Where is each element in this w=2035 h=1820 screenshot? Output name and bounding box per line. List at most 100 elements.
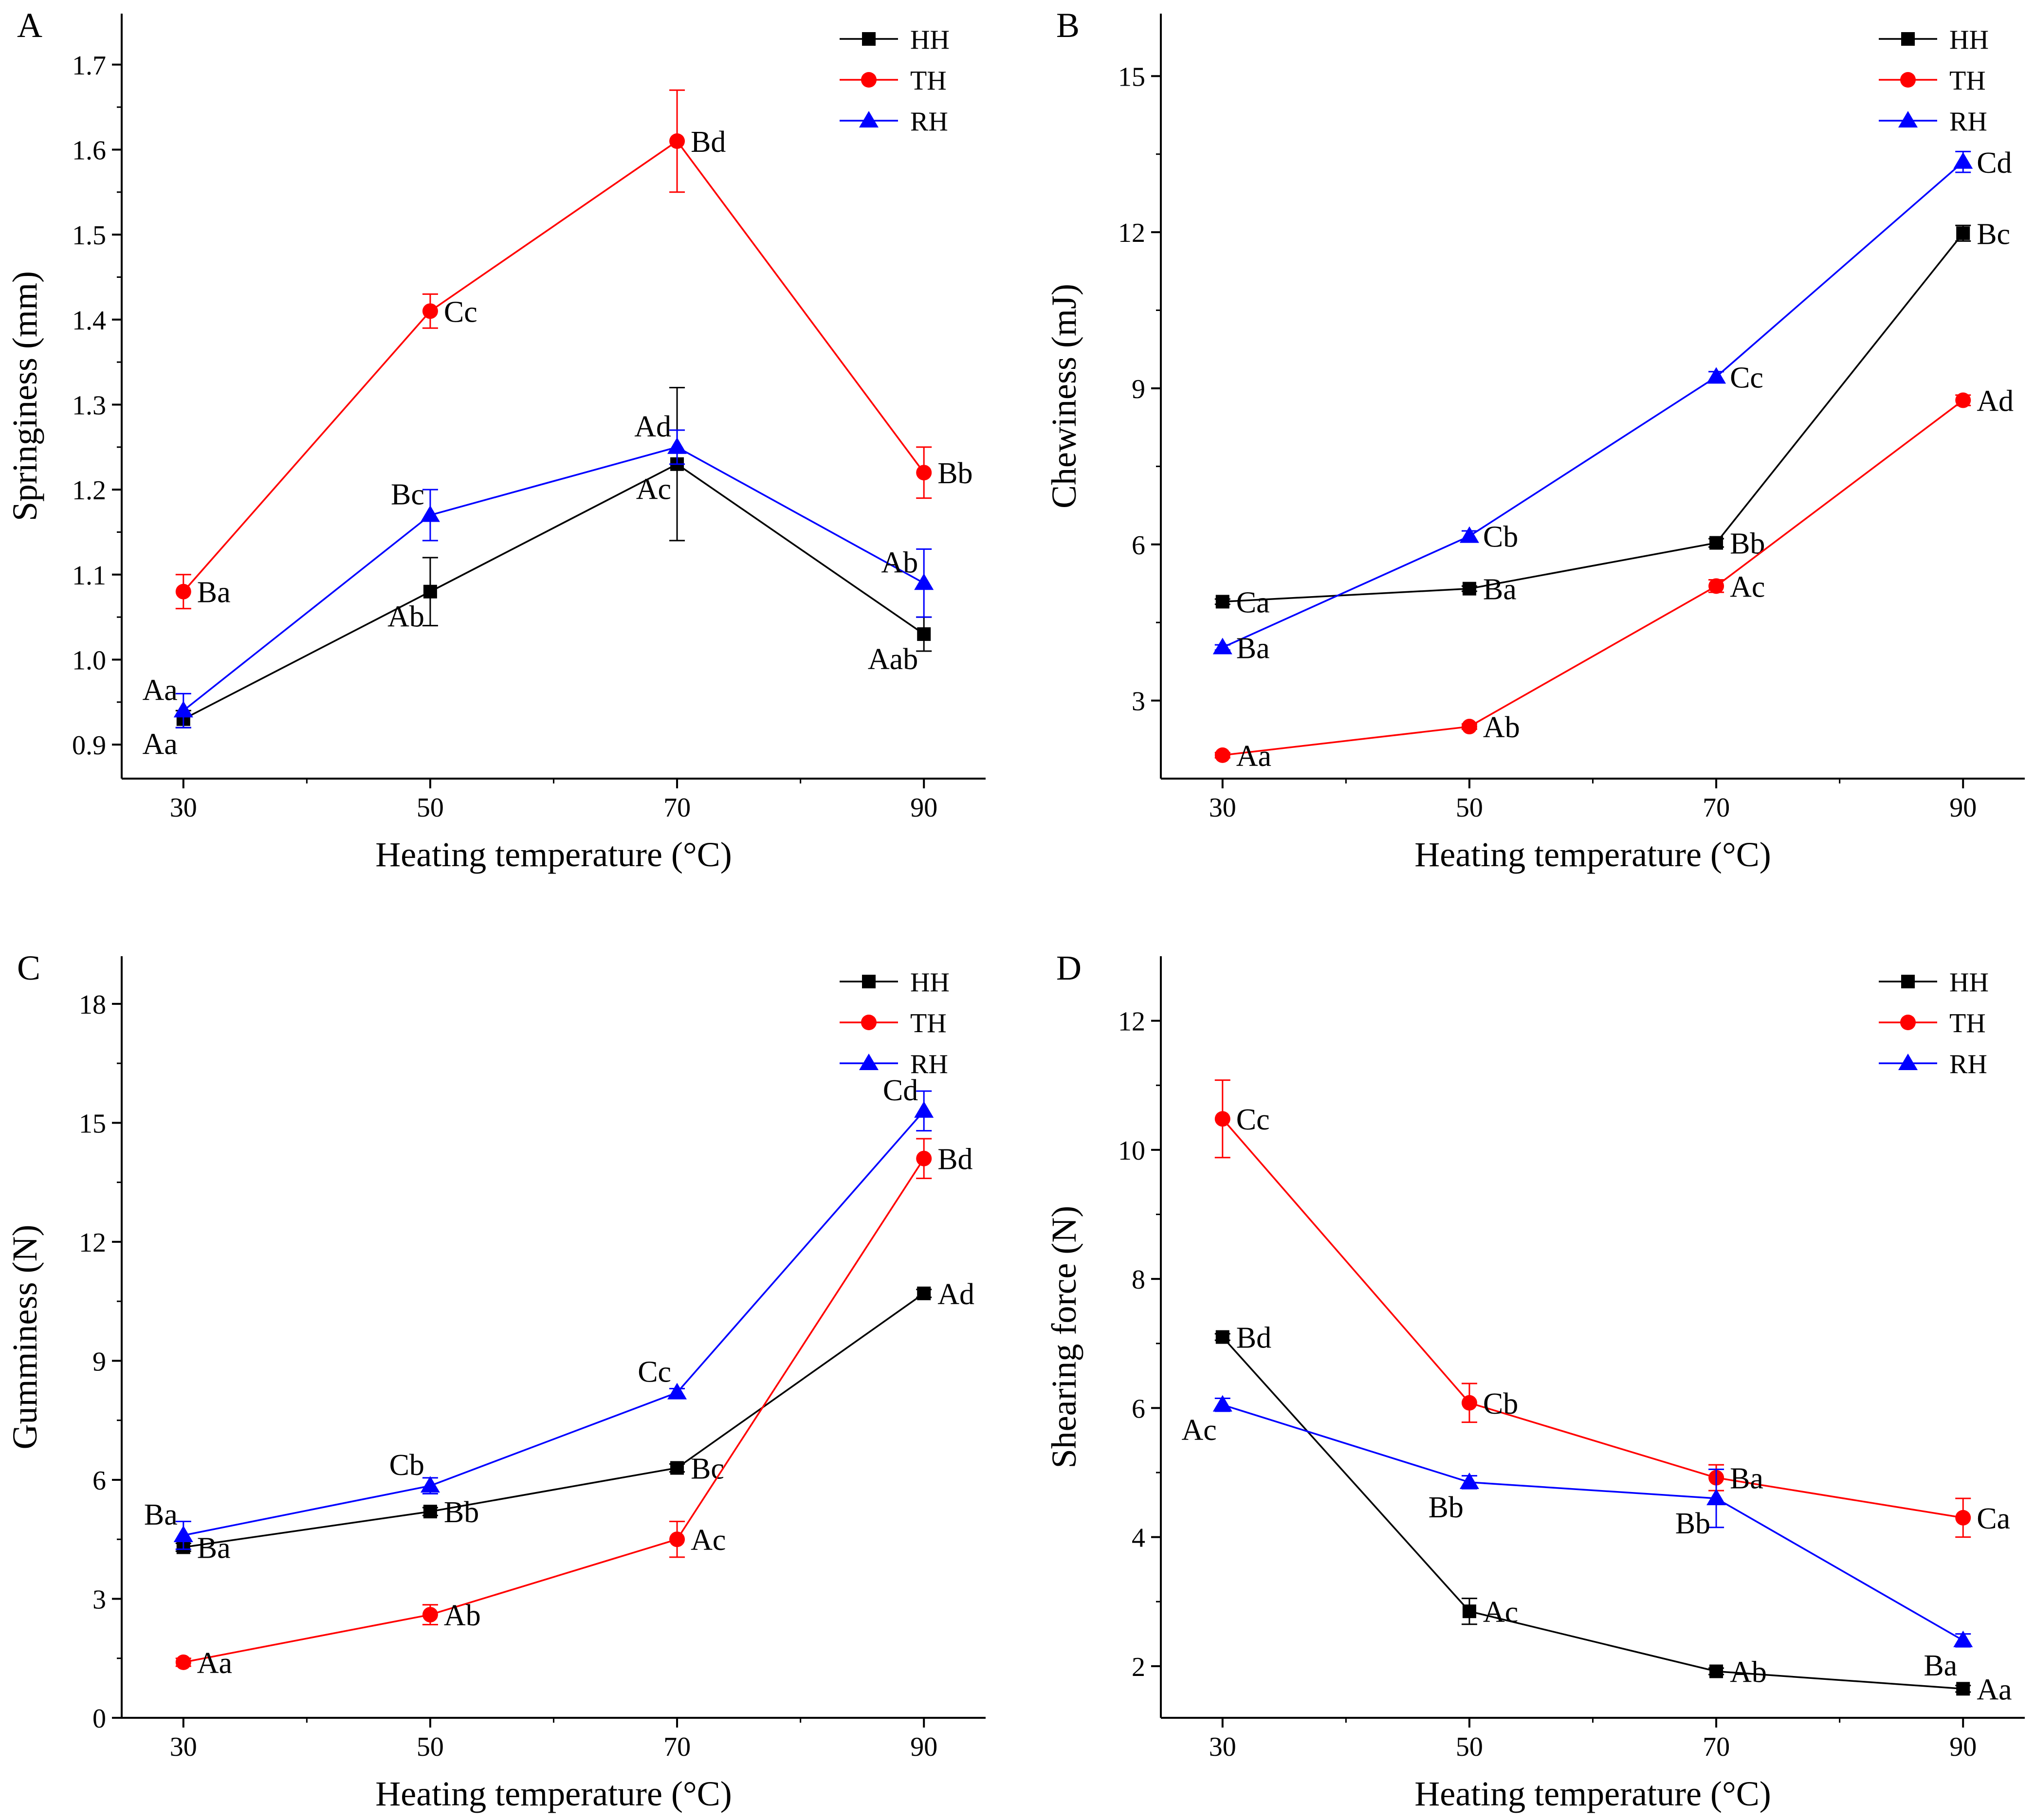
y-tick-label: 2 — [1132, 1652, 1145, 1682]
x-tick-label: 90 — [1949, 1732, 1977, 1762]
series-line — [183, 463, 925, 720]
series-line — [1222, 400, 1964, 756]
x-tick-label: 30 — [170, 793, 197, 823]
data-point — [917, 627, 931, 641]
significance-label: Ac — [636, 473, 671, 506]
significance-label: Bd — [691, 126, 726, 159]
series-th: Ba Cc Bd Bb — [175, 89, 973, 610]
series-line — [1222, 161, 1964, 649]
significance-label: Cc — [444, 295, 477, 328]
y-tick-label: 12 — [1118, 218, 1145, 248]
significance-label: Bd — [937, 1143, 972, 1176]
series-th: Cc Cb Ba Ca — [1214, 1079, 2010, 1538]
series-rh: Ba Cb Cc Cd — [1212, 146, 2012, 665]
legend-item: RH — [1879, 1049, 1987, 1079]
data-point — [1461, 1395, 1477, 1411]
x-tick-label: 50 — [417, 793, 444, 823]
significance-label: Bc — [1977, 218, 2010, 251]
significance-label: Aa — [1977, 1673, 2012, 1706]
y-tick-label: 18 — [79, 990, 106, 1020]
significance-label: Ca — [1236, 586, 1270, 619]
legend-label: HH — [910, 25, 950, 55]
series-rh: Aa Bc Ad Ab — [142, 410, 934, 728]
x-tick-label: 30 — [1209, 1732, 1236, 1762]
y-axis-title: Shearing force (N) — [1045, 1206, 1083, 1469]
y-tick-label: 6 — [92, 1466, 106, 1496]
series-th: Aa Ab Ac Ad — [1214, 385, 2014, 773]
significance-label: Cc — [638, 1356, 671, 1389]
x-tick-label: 90 — [910, 793, 937, 823]
data-point — [175, 1654, 191, 1670]
significance-label: Bb — [1730, 528, 1765, 561]
legend-item: RH — [840, 107, 948, 137]
significance-label: Ba — [1483, 573, 1517, 606]
significance-label: Cd — [1977, 146, 2012, 180]
series-line — [1222, 1404, 1964, 1641]
panel-b: B 3 6 9 12 15 30 50 70 90 Heating temperature (°C)… — [1045, 6, 2025, 874]
x-tick-label: 70 — [1703, 1732, 1730, 1762]
y-tick-label: 6 — [1132, 1394, 1145, 1424]
data-point — [670, 1461, 684, 1475]
significance-label: Ad — [634, 410, 671, 443]
data-point — [1955, 1510, 1971, 1526]
y-tick-label: 15 — [1118, 62, 1145, 92]
significance-label: Bb — [1429, 1491, 1464, 1524]
legend-item: TH — [840, 66, 947, 96]
data-point — [914, 573, 934, 590]
legend-item: HH — [840, 25, 950, 55]
y-tick-label: 3 — [92, 1584, 106, 1615]
significance-label: Ad — [1977, 385, 2014, 418]
data-point — [422, 303, 438, 319]
data-point — [1709, 1664, 1723, 1678]
significance-label: Ab — [444, 1599, 481, 1632]
series-rh: Ac Bb Bb Ba — [1181, 1395, 1973, 1682]
data-point — [916, 465, 932, 481]
data-point — [1462, 1604, 1476, 1619]
series-hh: Ba Bb Bc Ad — [175, 1278, 974, 1565]
legend-item: HH — [840, 967, 950, 998]
legend-label: RH — [1949, 107, 1987, 137]
data-point — [917, 1286, 931, 1300]
data-point — [1214, 747, 1230, 763]
data-point — [420, 1476, 440, 1493]
legend-marker — [859, 111, 879, 127]
panel-d: D 2 4 6 8 10 12 30 50 70 90 Heating temperature (°C… — [1045, 948, 2025, 1813]
data-point — [1212, 1395, 1232, 1412]
legend-marker — [859, 1054, 879, 1070]
data-point — [669, 1531, 685, 1547]
legend-label: HH — [1949, 967, 1989, 998]
legend-label: TH — [1949, 66, 1986, 96]
y-tick-label: 4 — [1132, 1523, 1145, 1553]
panel-letter: C — [17, 948, 40, 987]
y-tick-label: 1.5 — [72, 220, 106, 251]
legend-label: HH — [910, 967, 950, 998]
legend-label: HH — [1949, 25, 1989, 55]
data-point — [420, 505, 440, 522]
significance-label: Ba — [1730, 1462, 1763, 1495]
significance-label: Aab — [868, 643, 918, 676]
significance-label: Bb — [1675, 1507, 1710, 1540]
x-tick-label: 70 — [663, 793, 691, 823]
data-point — [667, 437, 687, 454]
legend-item: RH — [1879, 107, 1987, 137]
legend-item: TH — [1879, 1008, 1986, 1038]
series-rh: Ba Cb Cc Cd — [144, 1074, 934, 1550]
legend-item: HH — [1879, 967, 1989, 998]
legend-marker — [1901, 975, 1915, 988]
y-tick-label: 1.7 — [72, 51, 106, 81]
x-tick-label: 70 — [663, 1732, 691, 1762]
y-tick-label: 0 — [92, 1704, 106, 1734]
series-line — [1222, 233, 1964, 603]
data-point — [1706, 1489, 1726, 1506]
legend-marker — [1901, 32, 1915, 46]
significance-label: Cb — [1483, 521, 1518, 554]
series-th: Aa Ab Ac Bd — [175, 1138, 973, 1680]
data-point — [914, 1101, 934, 1118]
legend-marker — [862, 32, 876, 46]
data-point — [422, 1607, 438, 1623]
data-point — [1953, 1630, 1973, 1647]
data-point — [423, 584, 437, 599]
legend-item: RH — [840, 1049, 948, 1079]
data-point — [1215, 1330, 1229, 1344]
x-tick-label: 70 — [1703, 793, 1730, 823]
